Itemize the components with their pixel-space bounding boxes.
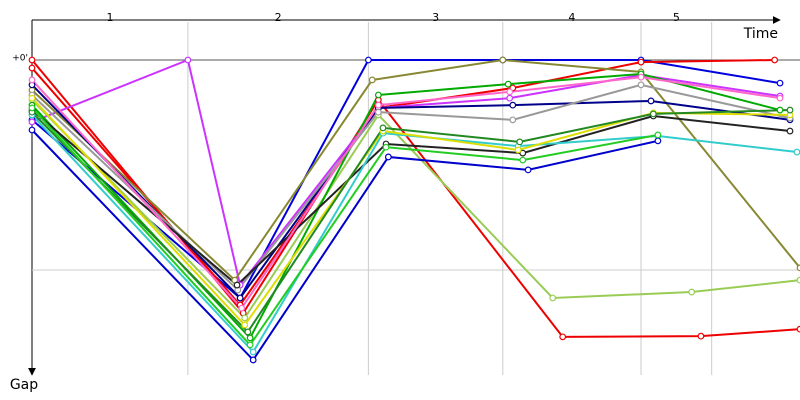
- data-point: [649, 110, 657, 118]
- data-point: [549, 294, 557, 302]
- data-point: [499, 56, 507, 64]
- data-point: [241, 321, 249, 329]
- data-point: [793, 148, 800, 156]
- data-point: [374, 108, 382, 116]
- data-point: [786, 106, 794, 114]
- data-point: [236, 294, 244, 302]
- series-line: [31, 59, 775, 307]
- data-point: [28, 56, 36, 64]
- data-point: [509, 116, 517, 124]
- data-point: [368, 76, 376, 84]
- series-line: [31, 109, 791, 334]
- data-point: [559, 333, 567, 341]
- data-point: [28, 104, 36, 112]
- data-point: [249, 348, 257, 356]
- lap-label: 1: [106, 11, 113, 24]
- lap-label: 5: [673, 11, 680, 24]
- data-point: [28, 76, 36, 84]
- lap-label: 4: [568, 11, 575, 24]
- data-point: [786, 127, 794, 135]
- data-point: [688, 288, 696, 296]
- series-line: [31, 99, 800, 320]
- series-line: [31, 109, 791, 287]
- data-point: [509, 101, 517, 109]
- data-point: [514, 146, 522, 154]
- data-point: [796, 325, 800, 333]
- series-line: [31, 58, 781, 288]
- data-point: [524, 166, 532, 174]
- data-point: [796, 276, 800, 284]
- data-point: [384, 153, 392, 161]
- series-line: [31, 76, 781, 310]
- data-point: [28, 64, 36, 72]
- lap-label: 3: [432, 11, 439, 24]
- data-point: [796, 264, 800, 272]
- data-point: [379, 124, 387, 132]
- data-point: [246, 341, 254, 349]
- data-point: [374, 91, 382, 99]
- data-point: [647, 97, 655, 105]
- data-point: [776, 94, 784, 102]
- lap-label: 2: [275, 11, 282, 24]
- series-line: [31, 58, 800, 282]
- data-point: [776, 79, 784, 87]
- series-line: [31, 59, 781, 300]
- data-point: [697, 332, 705, 340]
- data-point: [776, 106, 784, 114]
- data-point: [654, 131, 662, 139]
- data-point: [28, 94, 36, 102]
- data-point: [184, 56, 192, 64]
- data-point: [637, 73, 645, 81]
- data-point: [28, 118, 36, 126]
- data-point: [382, 143, 390, 151]
- data-point: [771, 56, 779, 64]
- data-point: [506, 94, 514, 102]
- data-point: [637, 58, 645, 66]
- series-line: [31, 84, 791, 300]
- y-axis-label: Gap: [10, 377, 38, 393]
- data-point: [506, 88, 514, 96]
- data-point: [374, 101, 382, 109]
- data-point: [233, 281, 241, 289]
- data-point: [637, 81, 645, 89]
- series-line: [31, 97, 791, 327]
- data-point: [654, 137, 662, 145]
- data-point: [249, 356, 257, 364]
- data-point: [28, 126, 36, 134]
- y-tick-label: +0': [12, 54, 28, 64]
- data-point: [516, 138, 524, 146]
- data-point: [241, 314, 249, 322]
- data-point: [244, 328, 252, 336]
- data-point: [246, 334, 254, 342]
- data-point: [519, 156, 527, 164]
- data-point: [504, 80, 512, 88]
- data-point: [364, 56, 372, 64]
- data-point: [238, 304, 246, 312]
- x-axis-label: Time: [743, 26, 778, 42]
- data-point: [519, 149, 527, 157]
